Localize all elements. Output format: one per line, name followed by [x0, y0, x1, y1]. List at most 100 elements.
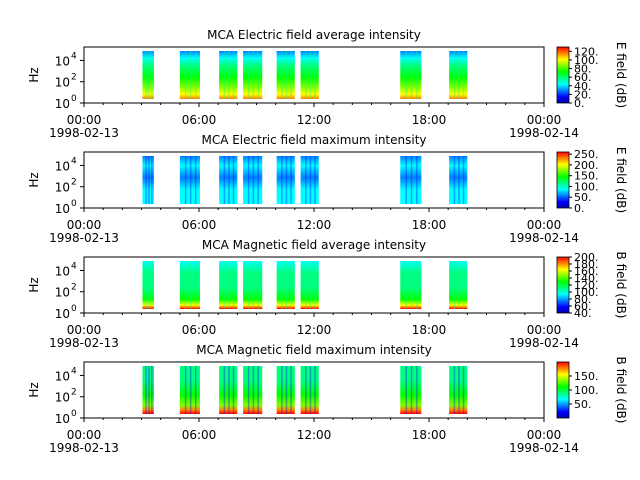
y-tick-exponent: 0 — [71, 199, 77, 209]
segment-texture — [416, 366, 418, 414]
y-axis-label: Hz — [27, 382, 41, 397]
segment-texture — [290, 51, 292, 99]
y-tick-exponent: 2 — [71, 388, 77, 398]
y-tick-label: 10 — [55, 264, 70, 278]
segment-texture — [305, 156, 307, 204]
panel-e-max: MCA Electric field maximum intensity Hz 10… — [27, 133, 628, 245]
colorbar-tick-label: 120. — [574, 45, 599, 58]
segment-texture — [453, 51, 456, 99]
segment-texture — [405, 366, 408, 414]
segment-texture — [148, 366, 150, 414]
spectrogram-segment — [276, 261, 295, 309]
x-tick-label: 00:00 — [527, 113, 562, 127]
colorbar-label: E field (dB) — [614, 42, 628, 108]
segment-texture — [410, 156, 413, 204]
panel-title: MCA Electric field maximum intensity — [201, 133, 426, 147]
spectrogram-segment — [142, 366, 154, 414]
segment-texture — [257, 156, 259, 204]
segment-texture — [145, 366, 147, 414]
segment-texture — [416, 51, 418, 99]
y-axis-label: Hz — [27, 277, 41, 292]
spectrogram-segment — [179, 156, 200, 204]
spectrogram-segment — [276, 156, 295, 204]
segment-texture — [228, 366, 230, 414]
segment-texture — [462, 366, 465, 414]
segment-texture — [232, 156, 235, 204]
y-tick-exponent: 0 — [71, 409, 77, 419]
x-tick-label: 18:00 — [412, 323, 447, 337]
segment-texture — [458, 51, 460, 99]
x-tick-label: 00:00 — [527, 218, 562, 232]
segment-texture — [189, 51, 192, 99]
x-tick-label: 12:00 — [297, 218, 332, 232]
segment-texture — [257, 51, 259, 99]
segment-texture — [314, 261, 316, 309]
spectrogram-segment — [400, 51, 422, 99]
colorbar — [556, 151, 570, 209]
segment-texture — [151, 51, 153, 99]
segment-texture — [314, 51, 316, 99]
segment-texture — [252, 366, 255, 414]
colorbar — [556, 256, 570, 314]
segment-texture — [145, 51, 147, 99]
segment-texture — [290, 156, 292, 204]
colorbar — [556, 361, 570, 419]
colorbar-tick-label: 140. — [574, 272, 599, 285]
colorbar-tick-label: 40. — [574, 307, 592, 320]
spectrogram-segment — [219, 51, 238, 99]
colorbar-tick-label: 40. — [574, 80, 592, 93]
segment-texture — [305, 366, 307, 414]
colorbar-tick-label: 100. — [574, 286, 599, 299]
segment-texture — [228, 261, 230, 309]
spectrogram-segment — [219, 156, 238, 204]
colorbar-tick-label: 50. — [574, 398, 592, 411]
panel-title: MCA Magnetic field average intensity — [202, 238, 426, 252]
y-tick-label: 10 — [55, 54, 70, 68]
segment-texture — [309, 366, 312, 414]
segment-texture — [189, 366, 192, 414]
segment-texture — [405, 261, 408, 309]
colorbar-tick-label: 100. — [574, 180, 599, 193]
segment-texture — [194, 51, 197, 99]
segment-texture — [309, 261, 312, 309]
segment-texture — [453, 261, 456, 309]
segment-texture — [453, 366, 456, 414]
spectrogram-segment — [400, 156, 422, 204]
colorbar-tick-label: 180. — [574, 258, 599, 271]
x-date-label: 1998-02-13 — [49, 441, 119, 455]
x-tick-label: 18:00 — [412, 428, 447, 442]
x-tick-label: 12:00 — [297, 323, 332, 337]
x-tick-label: 18:00 — [412, 218, 447, 232]
x-tick-label: 12:00 — [297, 113, 332, 127]
spectrogram-segment — [142, 51, 154, 99]
segment-texture — [247, 156, 250, 204]
segment-texture — [232, 51, 235, 99]
spectrogram-segment — [219, 366, 238, 414]
spectrogram-segment — [243, 51, 263, 99]
y-tick-label: 10 — [55, 97, 70, 111]
segment-texture — [314, 366, 316, 414]
segment-texture — [194, 156, 197, 204]
colorbar-tick-label: 80. — [574, 293, 592, 306]
segment-texture — [151, 156, 153, 204]
x-tick-label: 00:00 — [67, 323, 102, 337]
spectrogram-segment — [243, 366, 263, 414]
y-axis-label: Hz — [27, 172, 41, 187]
y-tick-label: 10 — [55, 412, 70, 426]
spectrogram-segment — [300, 261, 319, 309]
segment-texture — [410, 261, 413, 309]
colorbar-tick-label: 160. — [574, 265, 599, 278]
segment-texture — [232, 366, 235, 414]
segment-texture — [148, 156, 150, 204]
x-tick-label: 06:00 — [182, 323, 217, 337]
segment-texture — [148, 51, 150, 99]
colorbar-tick-label: 250. — [574, 148, 599, 161]
colorbar-tick-label: 100. — [574, 384, 599, 397]
segment-texture — [252, 156, 255, 204]
y-tick-label: 10 — [55, 286, 70, 300]
x-tick-label: 00:00 — [527, 323, 562, 337]
segment-texture — [252, 51, 255, 99]
segment-texture — [184, 51, 187, 99]
segment-texture — [290, 261, 292, 309]
segment-texture — [228, 51, 230, 99]
